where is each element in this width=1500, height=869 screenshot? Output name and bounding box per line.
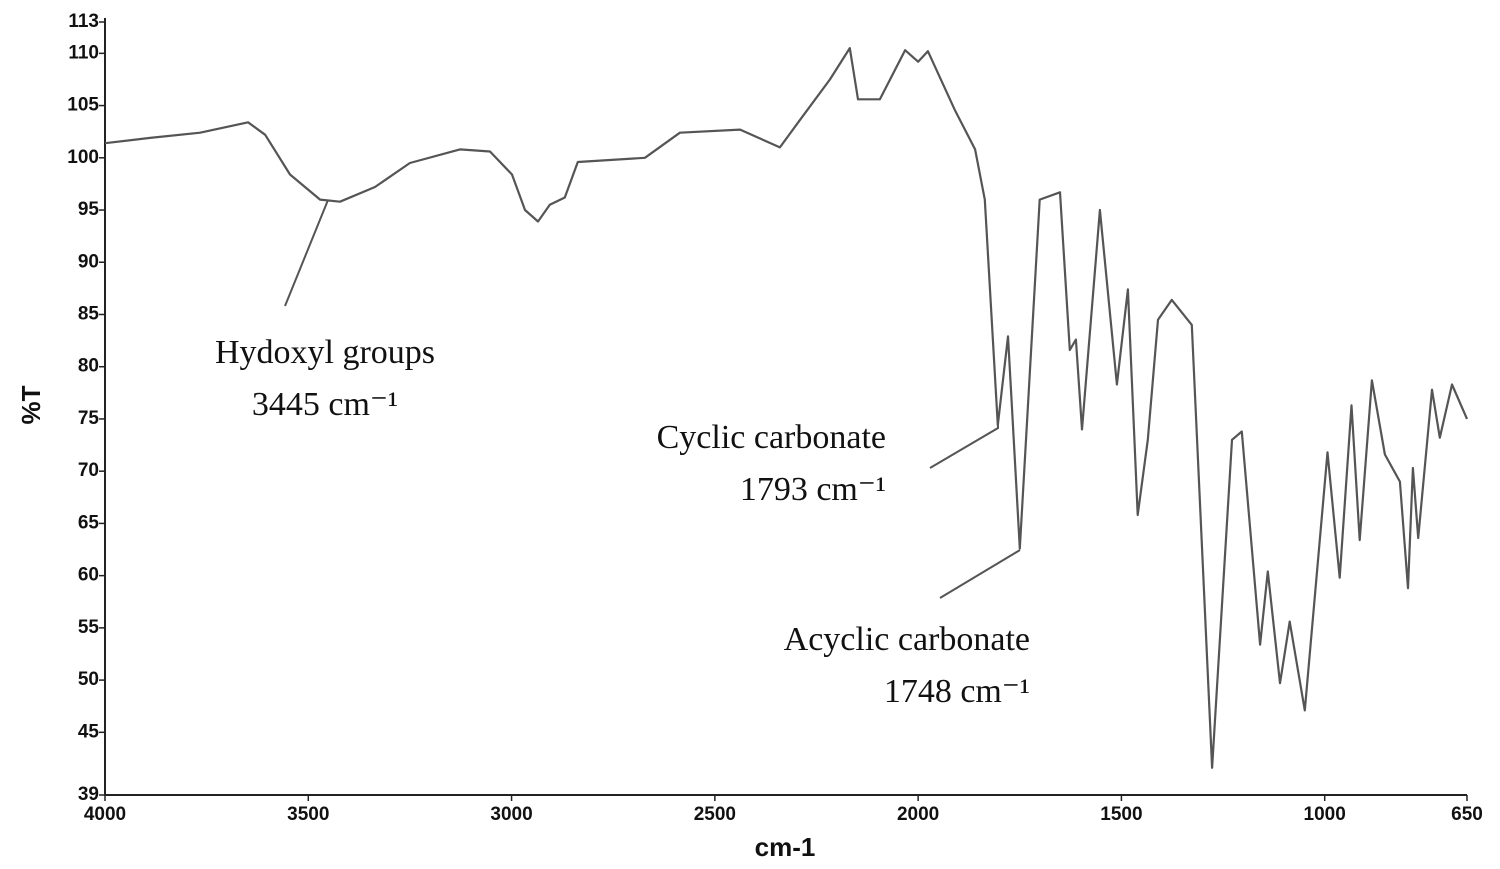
leader-line xyxy=(939,549,1021,599)
y-tick-label: 75 xyxy=(78,408,100,429)
annotation: 1748 cm⁻¹ xyxy=(884,673,1030,710)
y-tick-label: 100 xyxy=(67,147,99,168)
y-tick-label: 113 xyxy=(68,11,99,32)
y-tick-label: 39 xyxy=(78,784,99,805)
spectrum-line xyxy=(104,47,1469,769)
y-tick-label: 85 xyxy=(78,304,100,325)
annotation: 1793 cm⁻¹ xyxy=(740,471,886,508)
x-tick-label: 1000 xyxy=(1304,804,1346,825)
y-tick-label: 110 xyxy=(68,42,99,63)
y-tick-label: 50 xyxy=(78,669,99,690)
y-axis-label: %T xyxy=(16,385,46,424)
y-tick-label: 90 xyxy=(78,251,99,272)
annotation: Hydoxyl groups xyxy=(215,334,435,371)
annotation: Cyclic carbonate xyxy=(657,419,886,456)
x-tick-label: 1500 xyxy=(1100,804,1142,825)
y-tick-label: 60 xyxy=(78,565,99,586)
leader-line xyxy=(284,199,329,307)
y-tick-label: 105 xyxy=(67,95,99,116)
x-tick-label: 4000 xyxy=(84,804,126,825)
y-tick-label: 65 xyxy=(78,512,100,533)
y-tick-label: 80 xyxy=(78,356,99,377)
y-tick-label: 45 xyxy=(78,721,100,742)
y-tick-label: 95 xyxy=(78,199,100,220)
x-tick-label: 3500 xyxy=(287,804,329,825)
annotation: 3445 cm⁻¹ xyxy=(252,386,398,423)
x-tick-label: 3000 xyxy=(490,804,532,825)
y-tick-label: 70 xyxy=(78,460,99,481)
annotation: Acyclic carbonate xyxy=(784,621,1030,658)
x-tick-label: 650 xyxy=(1451,804,1483,825)
leader-line xyxy=(929,425,999,469)
x-tick-label: 2500 xyxy=(694,804,736,825)
x-axis-label: cm-1 xyxy=(755,832,816,862)
x-tick-label: 2000 xyxy=(897,804,939,825)
y-tick-label: 55 xyxy=(78,617,100,638)
